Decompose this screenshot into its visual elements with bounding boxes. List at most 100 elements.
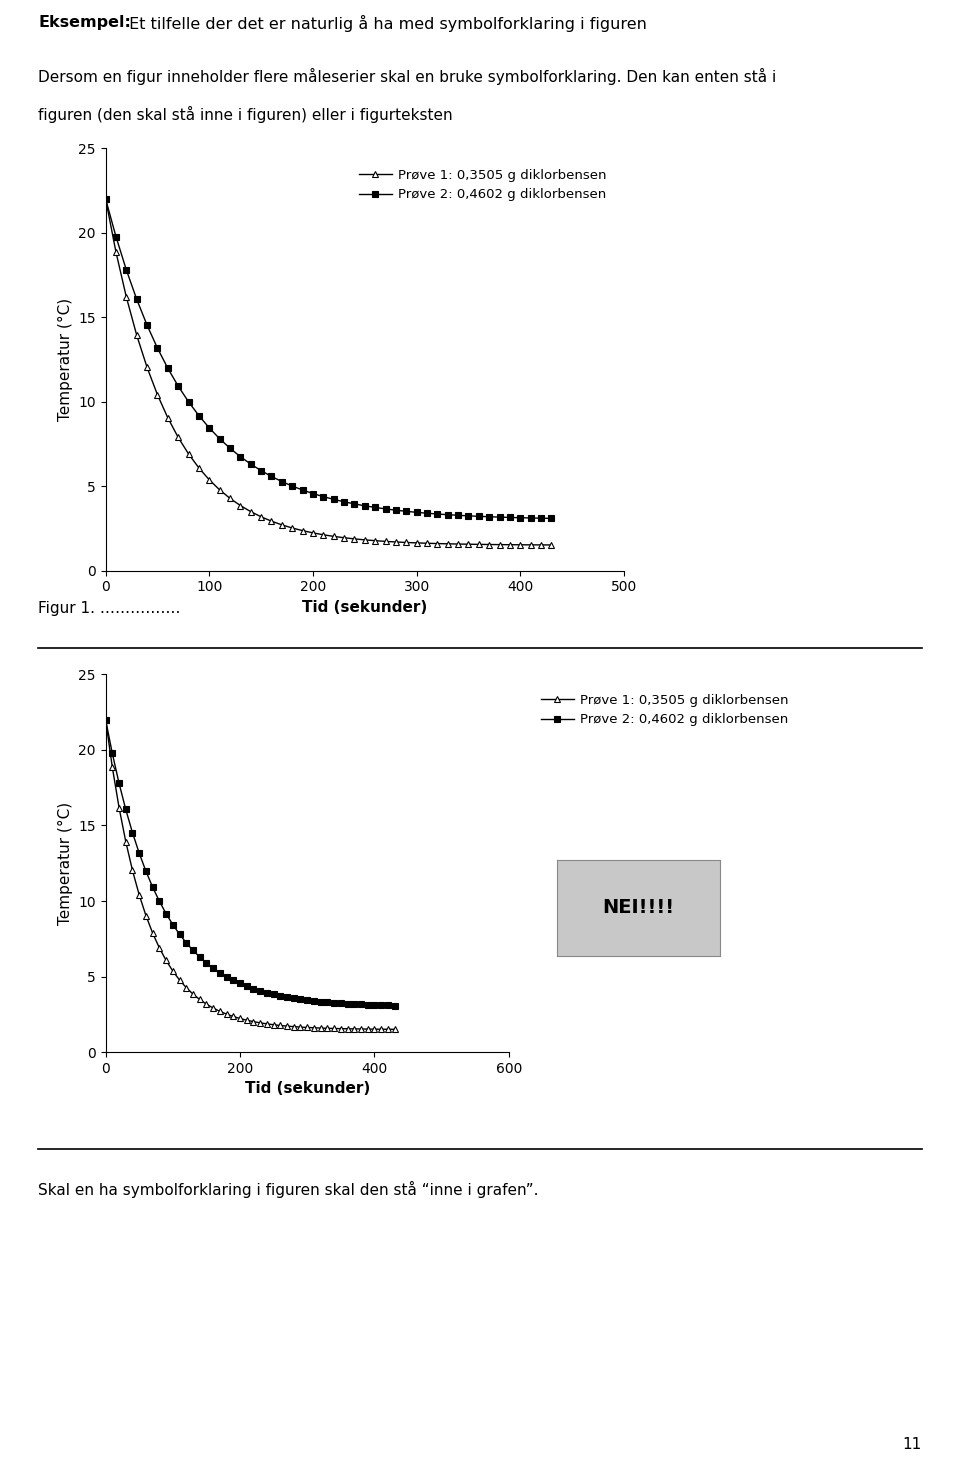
Prøve 1: 0,3505 g diklorbensen: (200, 2.23): 0,3505 g diklorbensen: (200, 2.23) — [307, 525, 319, 542]
Prøve 2: 0,4602 g diklorbensen: (220, 4.21): 0,4602 g diklorbensen: (220, 4.21) — [248, 980, 259, 997]
Prøve 2: 0,4602 g diklorbensen: (350, 3.24): 0,4602 g diklorbensen: (350, 3.24) — [335, 994, 347, 1012]
Prøve 1: 0,3505 g diklorbensen: (390, 1.53): 0,3505 g diklorbensen: (390, 1.53) — [504, 536, 516, 554]
Prøve 2: 0,4602 g diklorbensen: (250, 3.83): 0,4602 g diklorbensen: (250, 3.83) — [268, 986, 279, 1003]
Prøve 2: 0,4602 g diklorbensen: (110, 7.8): 0,4602 g diklorbensen: (110, 7.8) — [174, 925, 185, 943]
Prøve 2: 0,4602 g diklorbensen: (400, 3.13): 0,4602 g diklorbensen: (400, 3.13) — [369, 996, 380, 1014]
Prøve 2: 0,4602 g diklorbensen: (340, 3.27): 0,4602 g diklorbensen: (340, 3.27) — [452, 507, 464, 525]
Prøve 1: 0,3505 g diklorbensen: (60, 9.04): 0,3505 g diklorbensen: (60, 9.04) — [140, 907, 152, 925]
Prøve 2: 0,4602 g diklorbensen: (60, 12): 0,4602 g diklorbensen: (60, 12) — [140, 863, 152, 880]
Prøve 1: 0,3505 g diklorbensen: (40, 12): 0,3505 g diklorbensen: (40, 12) — [127, 861, 138, 879]
Prøve 1: 0,3505 g diklorbensen: (370, 1.54): 0,3505 g diklorbensen: (370, 1.54) — [484, 535, 495, 553]
Prøve 1: 0,3505 g diklorbensen: (320, 1.6): 0,3505 g diklorbensen: (320, 1.6) — [315, 1020, 326, 1037]
Prøve 1: 0,3505 g diklorbensen: (350, 1.56): 0,3505 g diklorbensen: (350, 1.56) — [463, 535, 474, 553]
Prøve 1: 0,3505 g diklorbensen: (240, 1.88): 0,3505 g diklorbensen: (240, 1.88) — [261, 1015, 273, 1033]
Prøve 1: 0,3505 g diklorbensen: (150, 3.18): 0,3505 g diklorbensen: (150, 3.18) — [201, 996, 212, 1014]
Prøve 1: 0,3505 g diklorbensen: (20, 16.2): 0,3505 g diklorbensen: (20, 16.2) — [113, 799, 125, 817]
Prøve 1: 0,3505 g diklorbensen: (80, 6.9): 0,3505 g diklorbensen: (80, 6.9) — [154, 940, 165, 957]
Prøve 2: 0,4602 g diklorbensen: (330, 3.31): 0,4602 g diklorbensen: (330, 3.31) — [322, 993, 333, 1011]
Prøve 2: 0,4602 g diklorbensen: (280, 3.57): 0,4602 g diklorbensen: (280, 3.57) — [288, 990, 300, 1008]
Prøve 2: 0,4602 g diklorbensen: (140, 6.3): 0,4602 g diklorbensen: (140, 6.3) — [245, 455, 256, 473]
Prøve 1: 0,3505 g diklorbensen: (420, 1.52): 0,3505 g diklorbensen: (420, 1.52) — [382, 1021, 394, 1039]
Prøve 1: 0,3505 g diklorbensen: (160, 2.92): 0,3505 g diklorbensen: (160, 2.92) — [266, 513, 277, 531]
Prøve 2: 0,4602 g diklorbensen: (120, 7.24): 0,4602 g diklorbensen: (120, 7.24) — [225, 439, 236, 456]
Prøve 1: 0,3505 g diklorbensen: (50, 10.4): 0,3505 g diklorbensen: (50, 10.4) — [152, 385, 163, 403]
Prøve 2: 0,4602 g diklorbensen: (180, 5): 0,4602 g diklorbensen: (180, 5) — [286, 477, 298, 495]
Prøve 1: 0,3505 g diklorbensen: (310, 1.62): 0,3505 g diklorbensen: (310, 1.62) — [308, 1020, 320, 1037]
Y-axis label: Temperatur (°C): Temperatur (°C) — [58, 298, 73, 421]
Prøve 1: 0,3505 g diklorbensen: (410, 1.52): 0,3505 g diklorbensen: (410, 1.52) — [525, 536, 537, 554]
Prøve 1: 0,3505 g diklorbensen: (380, 1.54): 0,3505 g diklorbensen: (380, 1.54) — [493, 535, 505, 553]
Prøve 2: 0,4602 g diklorbensen: (20, 17.8): 0,4602 g diklorbensen: (20, 17.8) — [121, 261, 132, 279]
Prøve 1: 0,3505 g diklorbensen: (340, 1.57): 0,3505 g diklorbensen: (340, 1.57) — [452, 535, 464, 553]
Prøve 2: 0,4602 g diklorbensen: (320, 3.35): 0,4602 g diklorbensen: (320, 3.35) — [315, 993, 326, 1011]
Prøve 1: 0,3505 g diklorbensen: (280, 1.69): 0,3505 g diklorbensen: (280, 1.69) — [288, 1018, 300, 1036]
Prøve 2: 0,4602 g diklorbensen: (340, 3.27): 0,4602 g diklorbensen: (340, 3.27) — [328, 994, 340, 1012]
Prøve 1: 0,3505 g diklorbensen: (140, 3.49): 0,3505 g diklorbensen: (140, 3.49) — [245, 502, 256, 520]
Prøve 2: 0,4602 g diklorbensen: (260, 3.74): 0,4602 g diklorbensen: (260, 3.74) — [370, 498, 381, 516]
Prøve 1: 0,3505 g diklorbensen: (180, 2.52): 0,3505 g diklorbensen: (180, 2.52) — [286, 519, 298, 536]
Prøve 2: 0,4602 g diklorbensen: (270, 3.65): 0,4602 g diklorbensen: (270, 3.65) — [380, 499, 392, 517]
Prøve 2: 0,4602 g diklorbensen: (300, 3.45): 0,4602 g diklorbensen: (300, 3.45) — [411, 504, 422, 522]
Prøve 2: 0,4602 g diklorbensen: (240, 3.95): 0,4602 g diklorbensen: (240, 3.95) — [261, 984, 273, 1002]
Prøve 2: 0,4602 g diklorbensen: (70, 10.9): 0,4602 g diklorbensen: (70, 10.9) — [173, 378, 184, 396]
Prøve 2: 0,4602 g diklorbensen: (0, 22): 0,4602 g diklorbensen: (0, 22) — [100, 711, 111, 729]
Prøve 1: 0,3505 g diklorbensen: (110, 4.78): 0,3505 g diklorbensen: (110, 4.78) — [174, 971, 185, 988]
Prøve 2: 0,4602 g diklorbensen: (220, 4.21): 0,4602 g diklorbensen: (220, 4.21) — [328, 491, 340, 508]
Prøve 1: 0,3505 g diklorbensen: (280, 1.69): 0,3505 g diklorbensen: (280, 1.69) — [390, 534, 401, 551]
Prøve 1: 0,3505 g diklorbensen: (330, 1.58): 0,3505 g diklorbensen: (330, 1.58) — [322, 1020, 333, 1037]
Text: Skal en ha symbolforklaring i figuren skal den stå “inne i grafen”.: Skal en ha symbolforklaring i figuren sk… — [38, 1181, 539, 1197]
Text: Et tilfelle der det er naturlig å ha med symbolforklaring i figuren: Et tilfelle der det er naturlig å ha med… — [124, 15, 647, 31]
Prøve 1: 0,3505 g diklorbensen: (240, 1.88): 0,3505 g diklorbensen: (240, 1.88) — [348, 531, 360, 548]
Text: Figur 1. …………….: Figur 1. ……………. — [38, 600, 180, 617]
Prøve 2: 0,4602 g diklorbensen: (280, 3.57): 0,4602 g diklorbensen: (280, 3.57) — [390, 501, 401, 519]
Prøve 1: 0,3505 g diklorbensen: (30, 13.9): 0,3505 g diklorbensen: (30, 13.9) — [120, 833, 132, 851]
Prøve 1: 0,3505 g diklorbensen: (330, 1.58): 0,3505 g diklorbensen: (330, 1.58) — [442, 535, 453, 553]
Prøve 1: 0,3505 g diklorbensen: (250, 1.82): 0,3505 g diklorbensen: (250, 1.82) — [268, 1015, 279, 1033]
Prøve 2: 0,4602 g diklorbensen: (410, 3.11): 0,4602 g diklorbensen: (410, 3.11) — [525, 510, 537, 528]
Prøve 2: 0,4602 g diklorbensen: (410, 3.11): 0,4602 g diklorbensen: (410, 3.11) — [375, 996, 387, 1014]
Prøve 1: 0,3505 g diklorbensen: (80, 6.9): 0,3505 g diklorbensen: (80, 6.9) — [182, 445, 194, 462]
Prøve 2: 0,4602 g diklorbensen: (240, 3.95): 0,4602 g diklorbensen: (240, 3.95) — [348, 495, 360, 513]
Prøve 1: 0,3505 g diklorbensen: (320, 1.6): 0,3505 g diklorbensen: (320, 1.6) — [432, 535, 444, 553]
Prøve 2: 0,4602 g diklorbensen: (310, 3.39): 0,4602 g diklorbensen: (310, 3.39) — [421, 504, 433, 522]
Prøve 1: 0,3505 g diklorbensen: (100, 5.37): 0,3505 g diklorbensen: (100, 5.37) — [204, 471, 215, 489]
Prøve 2: 0,4602 g diklorbensen: (200, 4.56): 0,4602 g diklorbensen: (200, 4.56) — [307, 485, 319, 502]
Prøve 1: 0,3505 g diklorbensen: (180, 2.52): 0,3505 g diklorbensen: (180, 2.52) — [221, 1005, 232, 1023]
Prøve 1: 0,3505 g diklorbensen: (30, 13.9): 0,3505 g diklorbensen: (30, 13.9) — [131, 326, 142, 344]
Prøve 2: 0,4602 g diklorbensen: (30, 16.1): 0,4602 g diklorbensen: (30, 16.1) — [131, 290, 142, 308]
Prøve 2: 0,4602 g diklorbensen: (120, 7.24): 0,4602 g diklorbensen: (120, 7.24) — [180, 934, 192, 951]
Prøve 2: 0,4602 g diklorbensen: (390, 3.15): 0,4602 g diklorbensen: (390, 3.15) — [504, 508, 516, 526]
Prøve 2: 0,4602 g diklorbensen: (50, 13.2): 0,4602 g diklorbensen: (50, 13.2) — [152, 339, 163, 357]
Prøve 2: 0,4602 g diklorbensen: (360, 3.21): 0,4602 g diklorbensen: (360, 3.21) — [342, 994, 353, 1012]
Prøve 1: 0,3505 g diklorbensen: (120, 4.27): 0,3505 g diklorbensen: (120, 4.27) — [180, 978, 192, 996]
Prøve 2: 0,4602 g diklorbensen: (20, 17.8): 0,4602 g diklorbensen: (20, 17.8) — [113, 774, 125, 791]
Prøve 2: 0,4602 g diklorbensen: (320, 3.35): 0,4602 g diklorbensen: (320, 3.35) — [432, 505, 444, 523]
Prøve 1: 0,3505 g diklorbensen: (70, 7.88): 0,3505 g diklorbensen: (70, 7.88) — [173, 428, 184, 446]
Prøve 2: 0,4602 g diklorbensen: (110, 7.8): 0,4602 g diklorbensen: (110, 7.8) — [214, 430, 226, 448]
Prøve 1: 0,3505 g diklorbensen: (10, 18.9): 0,3505 g diklorbensen: (10, 18.9) — [107, 759, 118, 777]
Prøve 1: 0,3505 g diklorbensen: (430, 1.52): 0,3505 g diklorbensen: (430, 1.52) — [389, 1021, 400, 1039]
Prøve 2: 0,4602 g diklorbensen: (290, 3.51): 0,4602 g diklorbensen: (290, 3.51) — [295, 990, 306, 1008]
Prøve 2: 0,4602 g diklorbensen: (230, 4.07): 0,4602 g diklorbensen: (230, 4.07) — [254, 981, 266, 999]
Prøve 2: 0,4602 g diklorbensen: (210, 4.38): 0,4602 g diklorbensen: (210, 4.38) — [318, 488, 329, 505]
Prøve 1: 0,3505 g diklorbensen: (430, 1.52): 0,3505 g diklorbensen: (430, 1.52) — [545, 536, 557, 554]
Prøve 2: 0,4602 g diklorbensen: (390, 3.15): 0,4602 g diklorbensen: (390, 3.15) — [362, 996, 373, 1014]
Text: Dersom en figur inneholder flere måleserier skal en bruke symbolforklaring. Den : Dersom en figur inneholder flere måleser… — [38, 68, 777, 84]
Text: figuren (den skal stå inne i figuren) eller i figurteksten: figuren (den skal stå inne i figuren) el… — [38, 107, 453, 123]
Prøve 2: 0,4602 g diklorbensen: (100, 8.44): 0,4602 g diklorbensen: (100, 8.44) — [167, 916, 179, 934]
Prøve 2: 0,4602 g diklorbensen: (100, 8.44): 0,4602 g diklorbensen: (100, 8.44) — [204, 419, 215, 437]
Prøve 2: 0,4602 g diklorbensen: (270, 3.65): 0,4602 g diklorbensen: (270, 3.65) — [281, 988, 293, 1006]
Prøve 1: 0,3505 g diklorbensen: (170, 2.71): 0,3505 g diklorbensen: (170, 2.71) — [214, 1002, 226, 1020]
Legend: Prøve 1: 0,3505 g diklorbensen, Prøve 2: 0,4602 g diklorbensen: Prøve 1: 0,3505 g diklorbensen, Prøve 2:… — [536, 689, 794, 732]
Prøve 1: 0,3505 g diklorbensen: (260, 1.77): 0,3505 g diklorbensen: (260, 1.77) — [370, 532, 381, 550]
Prøve 2: 0,4602 g diklorbensen: (430, 3.09): 0,4602 g diklorbensen: (430, 3.09) — [545, 510, 557, 528]
Prøve 2: 0,4602 g diklorbensen: (250, 3.83): 0,4602 g diklorbensen: (250, 3.83) — [359, 496, 371, 514]
Prøve 2: 0,4602 g diklorbensen: (170, 5.27): 0,4602 g diklorbensen: (170, 5.27) — [276, 473, 288, 491]
Prøve 1: 0,3505 g diklorbensen: (20, 16.2): 0,3505 g diklorbensen: (20, 16.2) — [121, 288, 132, 305]
Prøve 1: 0,3505 g diklorbensen: (210, 2.12): 0,3505 g diklorbensen: (210, 2.12) — [318, 526, 329, 544]
Prøve 1: 0,3505 g diklorbensen: (0, 22): 0,3505 g diklorbensen: (0, 22) — [100, 711, 111, 729]
Prøve 2: 0,4602 g diklorbensen: (90, 9.17): 0,4602 g diklorbensen: (90, 9.17) — [160, 904, 172, 922]
Text: NEI!!!!: NEI!!!! — [602, 898, 675, 917]
Prøve 1: 0,3505 g diklorbensen: (10, 18.9): 0,3505 g diklorbensen: (10, 18.9) — [110, 243, 122, 261]
Prøve 1: 0,3505 g diklorbensen: (160, 2.92): 0,3505 g diklorbensen: (160, 2.92) — [207, 999, 219, 1017]
